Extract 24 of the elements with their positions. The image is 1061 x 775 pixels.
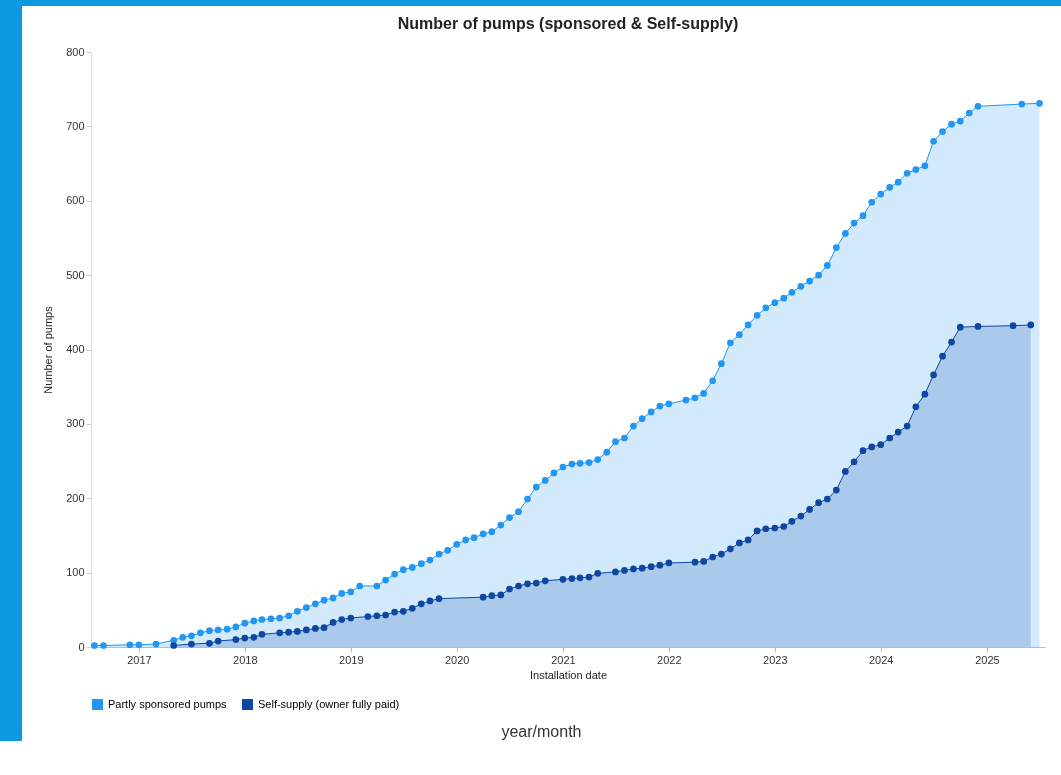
x-axis-title: Installation date <box>529 668 608 681</box>
y-tick-label: 400 <box>66 343 85 355</box>
x-tick-label: 2021 <box>551 653 576 666</box>
y-tick-label: 700 <box>66 119 85 132</box>
y-tick-label: 600 <box>66 194 85 207</box>
x-tick-label: 2025 <box>975 653 1000 666</box>
chart-title: Number of pumps (sponsored & Self-supply) <box>397 15 739 32</box>
x-tick-label: 2017 <box>127 653 152 666</box>
y-tick-label: 100 <box>66 566 85 579</box>
x-tick-label: 2020 <box>444 653 470 666</box>
y-axis-title: Number of pumps <box>42 305 55 394</box>
x-tick-label: 2019 <box>339 653 364 666</box>
y-tick-label: 500 <box>66 268 85 281</box>
y-tick-label: 0 <box>78 640 85 653</box>
x-tick-label: 2018 <box>233 653 258 666</box>
y-tick-label: 200 <box>66 491 85 504</box>
text: year/month <box>500 723 583 741</box>
x-tick-label: 2022 <box>657 653 682 666</box>
y-tick-label: 800 <box>66 45 85 58</box>
y-tick-label: 300 <box>66 417 85 430</box>
x-tick-label: 2023 <box>763 653 788 666</box>
x-tick-label: 2024 <box>868 653 894 666</box>
legend-label: Partly sponsored pumps <box>108 697 228 710</box>
legend-label: Self-supply (owner fully paid) <box>258 697 400 710</box>
